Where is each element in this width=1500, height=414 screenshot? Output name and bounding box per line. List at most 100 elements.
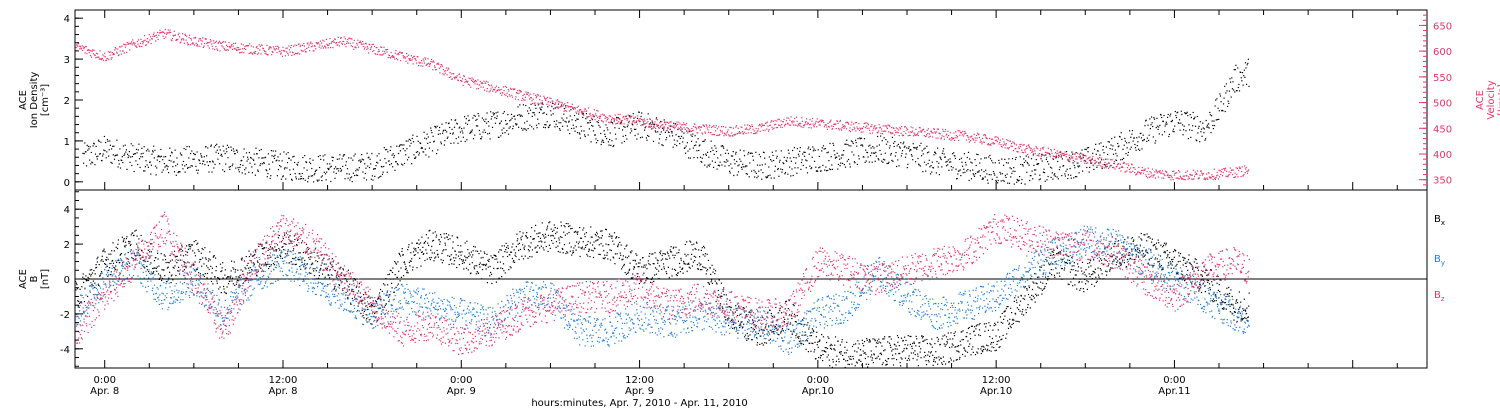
bottom-bx-point bbox=[168, 278, 169, 279]
top-ion-density-point bbox=[195, 166, 196, 167]
top-velocity-point bbox=[1226, 171, 1227, 172]
top-ion-density-point bbox=[700, 157, 701, 158]
top-velocity-point bbox=[615, 123, 616, 124]
top-velocity-point bbox=[1091, 160, 1092, 161]
top-velocity-point bbox=[279, 51, 280, 52]
top-velocity-point bbox=[1212, 176, 1213, 177]
top-ion-density-point bbox=[195, 154, 196, 155]
top-ion-density-point bbox=[746, 173, 747, 174]
top-ion-density-point bbox=[137, 152, 138, 153]
bottom-bx-point bbox=[291, 261, 292, 262]
top-ion-density-point bbox=[902, 150, 903, 151]
top-ion-density-point bbox=[153, 146, 154, 147]
top-ion-density-point bbox=[1079, 165, 1080, 166]
top-ion-density-point bbox=[163, 156, 164, 157]
top-ion-density-point bbox=[775, 150, 776, 151]
bottom-bx-point bbox=[511, 252, 512, 253]
top-ion-density-point bbox=[827, 152, 828, 153]
top-ion-density-point bbox=[435, 127, 436, 128]
top-velocity-point bbox=[1027, 148, 1028, 149]
top-velocity-point bbox=[784, 125, 785, 126]
bottom-bx-point bbox=[513, 260, 514, 261]
top-velocity-point bbox=[1104, 167, 1105, 168]
top-ion-density-point bbox=[390, 150, 391, 151]
top-velocity-point bbox=[918, 135, 919, 136]
top-ion-density-point bbox=[1048, 176, 1049, 177]
bottom-bx-point bbox=[159, 279, 160, 280]
bottom-bx-point bbox=[185, 254, 186, 255]
top-ion-density-point bbox=[1242, 72, 1243, 73]
top-velocity-point bbox=[1221, 169, 1222, 170]
top-ion-density-point bbox=[650, 122, 651, 123]
bottom-bx-point bbox=[178, 271, 179, 272]
top-ion-density-point bbox=[439, 127, 440, 128]
top-ion-density-point bbox=[772, 152, 773, 153]
top-velocity-point bbox=[1201, 170, 1202, 171]
top-ion-density-point bbox=[917, 147, 918, 148]
top-ion-density-point bbox=[679, 136, 680, 137]
top-ion-density-point bbox=[318, 156, 319, 157]
top-velocity-point bbox=[827, 123, 828, 124]
top-ion-density-point bbox=[113, 154, 114, 155]
top-velocity-point bbox=[699, 126, 700, 127]
bottom-bx-point bbox=[503, 270, 504, 271]
top-ion-density-point bbox=[558, 104, 559, 105]
top-velocity-point bbox=[582, 114, 583, 115]
top-ion-density-point bbox=[873, 153, 874, 154]
top-velocity-point bbox=[854, 128, 855, 129]
top-velocity-point bbox=[595, 113, 596, 114]
top-ion-density-point bbox=[616, 117, 617, 118]
top-ion-density-point bbox=[543, 127, 544, 128]
top-ion-density-point bbox=[119, 148, 120, 149]
top-ion-density-point bbox=[153, 151, 154, 152]
bottom-bx-point bbox=[532, 249, 533, 250]
top-ion-density-point bbox=[156, 167, 157, 168]
bottom-bx-point bbox=[465, 260, 466, 261]
top-velocity-point bbox=[712, 126, 713, 127]
bottom-bx-point bbox=[516, 234, 517, 235]
top-ion-density-point bbox=[941, 159, 942, 160]
top-ion-density-point bbox=[1024, 162, 1025, 163]
top-ion-density-point bbox=[923, 153, 924, 154]
top-velocity-point bbox=[1043, 149, 1044, 150]
top-ion-density-point bbox=[947, 164, 948, 165]
top-velocity-point bbox=[575, 112, 576, 113]
top-velocity-point bbox=[751, 132, 752, 133]
top-ion-density-point bbox=[946, 165, 947, 166]
top-ion-density-point bbox=[148, 167, 149, 168]
top-ion-density-point bbox=[780, 169, 781, 170]
top-ion-density-point bbox=[247, 161, 248, 162]
top-ion-density-point bbox=[500, 122, 501, 123]
bottom-bx-point bbox=[412, 243, 413, 244]
top-velocity-point bbox=[958, 140, 959, 141]
top-velocity-point bbox=[944, 131, 945, 132]
top-ion-density-point bbox=[844, 164, 845, 165]
top-velocity-point bbox=[137, 44, 138, 45]
top-velocity-point bbox=[947, 131, 948, 132]
bottom-bx-point bbox=[442, 250, 443, 251]
top-ion-density-point bbox=[122, 162, 123, 163]
bottom-bx-point bbox=[401, 277, 402, 278]
top-velocity-point bbox=[662, 124, 663, 125]
top-ion-density-point bbox=[320, 159, 321, 160]
top-ion-density-point bbox=[585, 136, 586, 137]
top-velocity-point bbox=[1170, 175, 1171, 176]
top-velocity-point bbox=[381, 54, 382, 55]
top-velocity-point bbox=[127, 42, 128, 43]
top-ion-density-point bbox=[164, 167, 165, 168]
top-velocity-point bbox=[942, 135, 943, 136]
bottom-bx-point bbox=[195, 240, 196, 241]
bottom-bx-point bbox=[124, 238, 125, 239]
top-ion-density-point bbox=[367, 166, 368, 167]
bottom-bx-point bbox=[109, 263, 110, 264]
top-velocity-point bbox=[1125, 171, 1126, 172]
top-ion-density-point bbox=[428, 156, 429, 157]
top-ion-density-point bbox=[1157, 126, 1158, 127]
top-ion-density-point bbox=[851, 151, 852, 152]
top-velocity-point bbox=[315, 48, 316, 49]
top-velocity-point bbox=[466, 81, 467, 82]
top-ion-density-point bbox=[921, 155, 922, 156]
top-ion-density-point bbox=[1007, 174, 1008, 175]
top-velocity-point bbox=[590, 113, 591, 114]
top-velocity-point bbox=[509, 96, 510, 97]
